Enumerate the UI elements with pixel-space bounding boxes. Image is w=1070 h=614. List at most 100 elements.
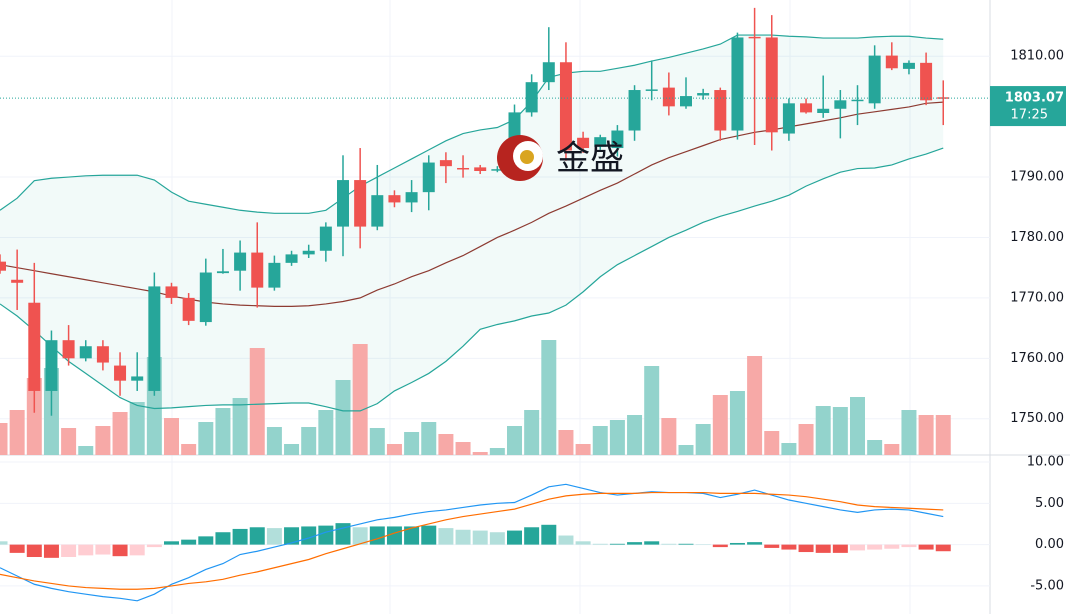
volume-bar (352, 344, 368, 455)
volume-bar (575, 444, 591, 455)
volume-bar (935, 415, 951, 455)
candle-body (628, 90, 641, 131)
macd-histogram-bar (318, 525, 334, 545)
candle-body (662, 87, 675, 107)
y-tick-label: 1780.00 (1010, 230, 1064, 245)
y-tick-label: 10.00 (1027, 455, 1064, 470)
candle-body (645, 89, 658, 91)
macd-histogram-bar (781, 544, 797, 550)
candle-body (748, 36, 761, 39)
volume-bar (524, 410, 540, 455)
macd-histogram-bar (627, 542, 643, 545)
macd-histogram-bar (43, 544, 59, 558)
macd-histogram-bar (747, 542, 763, 545)
macd-histogram-bar (472, 530, 488, 545)
band-fill (0, 35, 944, 411)
volume-bar (781, 443, 797, 455)
candle-body (697, 93, 710, 96)
macd-histogram-bar (815, 544, 831, 553)
candle-body (371, 195, 384, 227)
macd-histogram-bar (935, 544, 951, 552)
candle-body (354, 180, 367, 227)
volume-bar (129, 402, 145, 455)
volume-bar (472, 452, 488, 455)
volume-bar (78, 446, 94, 455)
macd-histogram-bar (9, 544, 25, 553)
candle-body (148, 286, 161, 391)
volume-bar (369, 428, 385, 455)
macd-histogram-bar (729, 542, 745, 545)
volume-bar (181, 444, 197, 455)
macd-histogram-bar (386, 526, 402, 545)
macd-histogram-bar (129, 544, 145, 556)
macd-histogram-bar (558, 535, 574, 545)
candle-body (388, 195, 401, 203)
macd-histogram-bar (181, 539, 197, 545)
macd-histogram-bar (95, 544, 111, 555)
candle-body (439, 160, 452, 167)
volume-bar (112, 412, 128, 455)
volume-bar (455, 442, 471, 455)
candle-body (182, 297, 195, 321)
volume-bar (609, 420, 625, 455)
candle-body (0, 261, 6, 271)
volume-bar (918, 415, 934, 455)
y-tick-label: -5.00 (1030, 578, 1064, 593)
macd-histogram-bar (61, 544, 77, 558)
volume-bar (729, 391, 745, 455)
volume-bar (712, 395, 728, 455)
candle-body (902, 62, 915, 69)
candle-body (216, 271, 229, 274)
volume-bar (661, 418, 677, 455)
countdown-label: 17:25 (1011, 108, 1048, 123)
volume-bar (832, 407, 848, 455)
candle-body (405, 192, 418, 203)
volume-bar (695, 424, 711, 455)
volume-bar (266, 427, 282, 455)
candle-body (285, 254, 298, 263)
macd-histogram-bar (78, 544, 94, 556)
candle-body (268, 262, 281, 288)
candle-body (114, 365, 127, 381)
volume-bar (507, 426, 522, 455)
candle-body (594, 137, 607, 147)
volume-bar (386, 444, 402, 455)
last-price-label: 1803.07 (1005, 91, 1064, 106)
macd-histogram-bar (26, 544, 42, 558)
volume-bar (215, 408, 231, 455)
macd-line (0, 491, 944, 590)
candle-body (79, 346, 92, 359)
candle-body (885, 55, 898, 69)
candle-body (542, 62, 555, 83)
macd-histogram-bar (541, 524, 557, 545)
volume-bar (541, 340, 557, 455)
y-tick-label: 1750.00 (1010, 411, 1064, 426)
candle-body (28, 302, 41, 391)
candle-body (782, 103, 795, 134)
macd-histogram-bar (112, 544, 128, 557)
macd-histogram-bar (369, 526, 385, 545)
candle-body (131, 376, 144, 381)
volume-bar (489, 448, 505, 455)
logo-dot (520, 150, 534, 164)
macd-histogram-bar (575, 541, 591, 545)
macd-histogram-bar (284, 527, 300, 545)
candle-body (714, 90, 727, 131)
macd-histogram-bar (764, 544, 780, 548)
candle-body (817, 108, 830, 113)
volume-bar (850, 397, 865, 455)
volume-bar (301, 427, 317, 455)
macd-histogram-bar (232, 528, 248, 545)
volume-bar (164, 418, 179, 455)
candle-body (731, 37, 744, 131)
candle-body (491, 169, 504, 171)
macd-histogram-bar (644, 541, 660, 545)
macd-histogram-bar (164, 541, 179, 545)
macd-histogram-bar (198, 536, 214, 545)
volume-bar (0, 423, 8, 455)
volume-bar (249, 348, 265, 455)
y-tick-label: 1790.00 (1010, 170, 1064, 185)
y-tick-label: 1810.00 (1010, 49, 1064, 64)
volume-bar (335, 380, 351, 455)
volume-bar (421, 422, 437, 455)
